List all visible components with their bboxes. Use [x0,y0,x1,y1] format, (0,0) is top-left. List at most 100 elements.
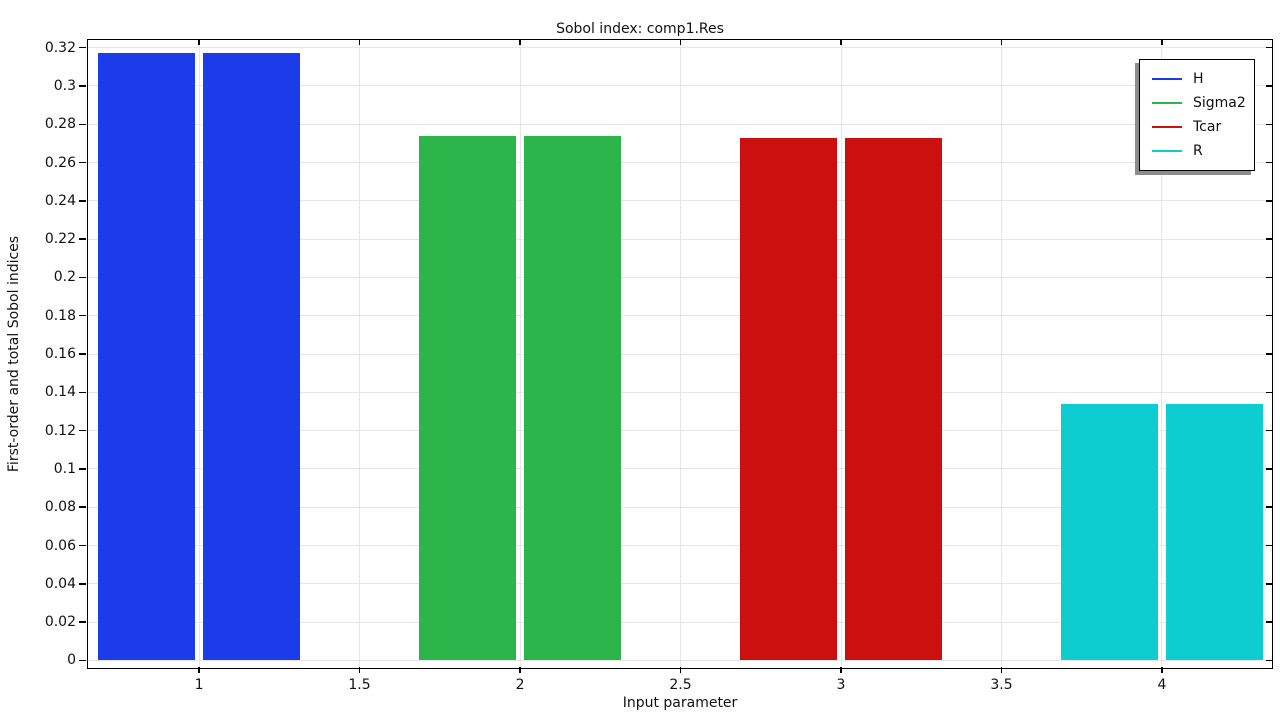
legend-item-label: Tcar [1193,119,1222,135]
x-axis-tick [1161,667,1163,673]
y-tick-label: 0.24 [44,192,76,209]
y-axis-tick [79,429,86,432]
h-gridline [88,583,1272,585]
y-tick-label: 0.02 [44,614,76,631]
y-axis-tick [79,200,86,202]
x-tick-label: 1 [194,677,204,693]
h-gridline [88,85,1272,87]
y-tick-label: 0.32 [44,39,76,56]
x-axis-tick [358,667,361,673]
h-gridline [88,162,1272,164]
y-axis-tick-right [1266,200,1272,202]
y-axis-tick [79,238,86,240]
y-axis-tick [79,353,86,355]
x-tick-label: 4 [1157,677,1167,693]
x-tick-label: 2.5 [669,677,692,693]
bar-first-order [97,53,195,661]
h-gridline [88,238,1272,240]
v-gridline [1000,40,1002,668]
x-axis-tick-top [679,40,682,45]
y-tick-label: 0.22 [44,231,76,248]
x-axis-tick-top [519,40,521,45]
plot-area: H Sigma2 Tcar R 0 0.02 0.04 0.06 0.08 0.1 0.12 0.1… [45,39,1273,693]
x-axis-tick-top [358,40,361,45]
y-axis-tick-right [1266,391,1272,394]
h-gridline [88,200,1272,202]
bar-total [1166,403,1264,661]
x-axis-tick [519,667,521,673]
y-tick-label: 0.06 [44,537,76,554]
y-tick-label: 0.26 [44,154,76,171]
h-gridline [88,353,1272,355]
bar-total [203,53,301,661]
x-tick-label: 3.5 [990,677,1013,693]
v-gridline [359,40,361,668]
bar-total [524,135,622,661]
x-axis-tick [198,667,200,673]
x-axis-tick-top [198,40,200,45]
y-axis-tick-right [1266,506,1272,508]
legend-item-label: Sigma2 [1193,95,1246,111]
bar-first-order [418,135,516,661]
h-gridline [88,123,1272,125]
y-axis-tick-right [1266,583,1272,585]
y-axis-tick-right [1266,544,1272,547]
h-gridline [88,468,1272,470]
chart-title: Sobol index: comp1.Res [556,21,724,37]
y-axis-tick-right [1266,353,1272,355]
y-tick-label: 0.18 [44,307,76,324]
h-gridline [88,391,1272,393]
y-tick-label: 0.14 [44,384,76,401]
y-tick-label: 0 [67,652,76,669]
legend: H Sigma2 Tcar R [1139,59,1255,171]
legend-item: Tcar [1140,115,1254,139]
legend-item-label: H [1193,71,1204,87]
y-axis-tick-right [1266,429,1272,432]
y-axis-tick [79,46,86,49]
v-gridline [680,40,682,668]
y-tick-label: 0.16 [44,346,76,363]
x-tick-label: 1.5 [348,677,371,693]
h-gridline [88,506,1272,508]
x-tick-label: 3 [836,677,846,693]
h-gridline [88,315,1272,317]
h-gridline [88,659,1272,661]
y-axis-tick-right [1266,46,1272,49]
y-tick-label: 0.2 [53,269,76,286]
h-gridline [88,47,1272,49]
x-axis-tick-top [840,40,842,45]
x-axis-label: Input parameter [622,695,738,711]
legend-line-swatch [1152,150,1182,152]
bar-total [845,137,943,661]
y-tick-label: 0.04 [44,575,76,592]
y-axis-tick [79,161,86,164]
y-tick-label: 0.12 [44,422,76,439]
y-axis-tick [79,276,86,279]
h-gridline [88,621,1272,623]
y-tick-label: 0.28 [44,116,76,133]
x-axis-tick-top [1000,40,1003,45]
h-gridline [88,276,1272,278]
legend-item-label: R [1193,143,1203,159]
y-axis-tick [79,85,86,87]
y-axis-tick [79,659,86,662]
bar-first-order [739,137,837,661]
h-gridline [88,430,1272,432]
y-axis-tick-right [1266,238,1272,240]
x-axis-tick-top [1161,40,1163,45]
y-tick-label: 0.08 [44,499,76,516]
h-gridline [88,545,1272,547]
y-tick-label: 0.3 [53,77,76,94]
x-axis-tick [679,667,682,673]
bar-first-order [1060,403,1158,661]
x-axis-tick [1000,667,1003,673]
y-axis-tick-right [1266,161,1272,164]
legend-line-swatch [1152,78,1182,80]
y-axis-tick [79,123,86,125]
v-gridline [519,40,521,668]
y-axis-tick-right [1266,468,1272,470]
y-axis-tick-right [1266,123,1272,125]
x-axis-tick [840,667,842,673]
y-axis-tick [79,583,86,585]
